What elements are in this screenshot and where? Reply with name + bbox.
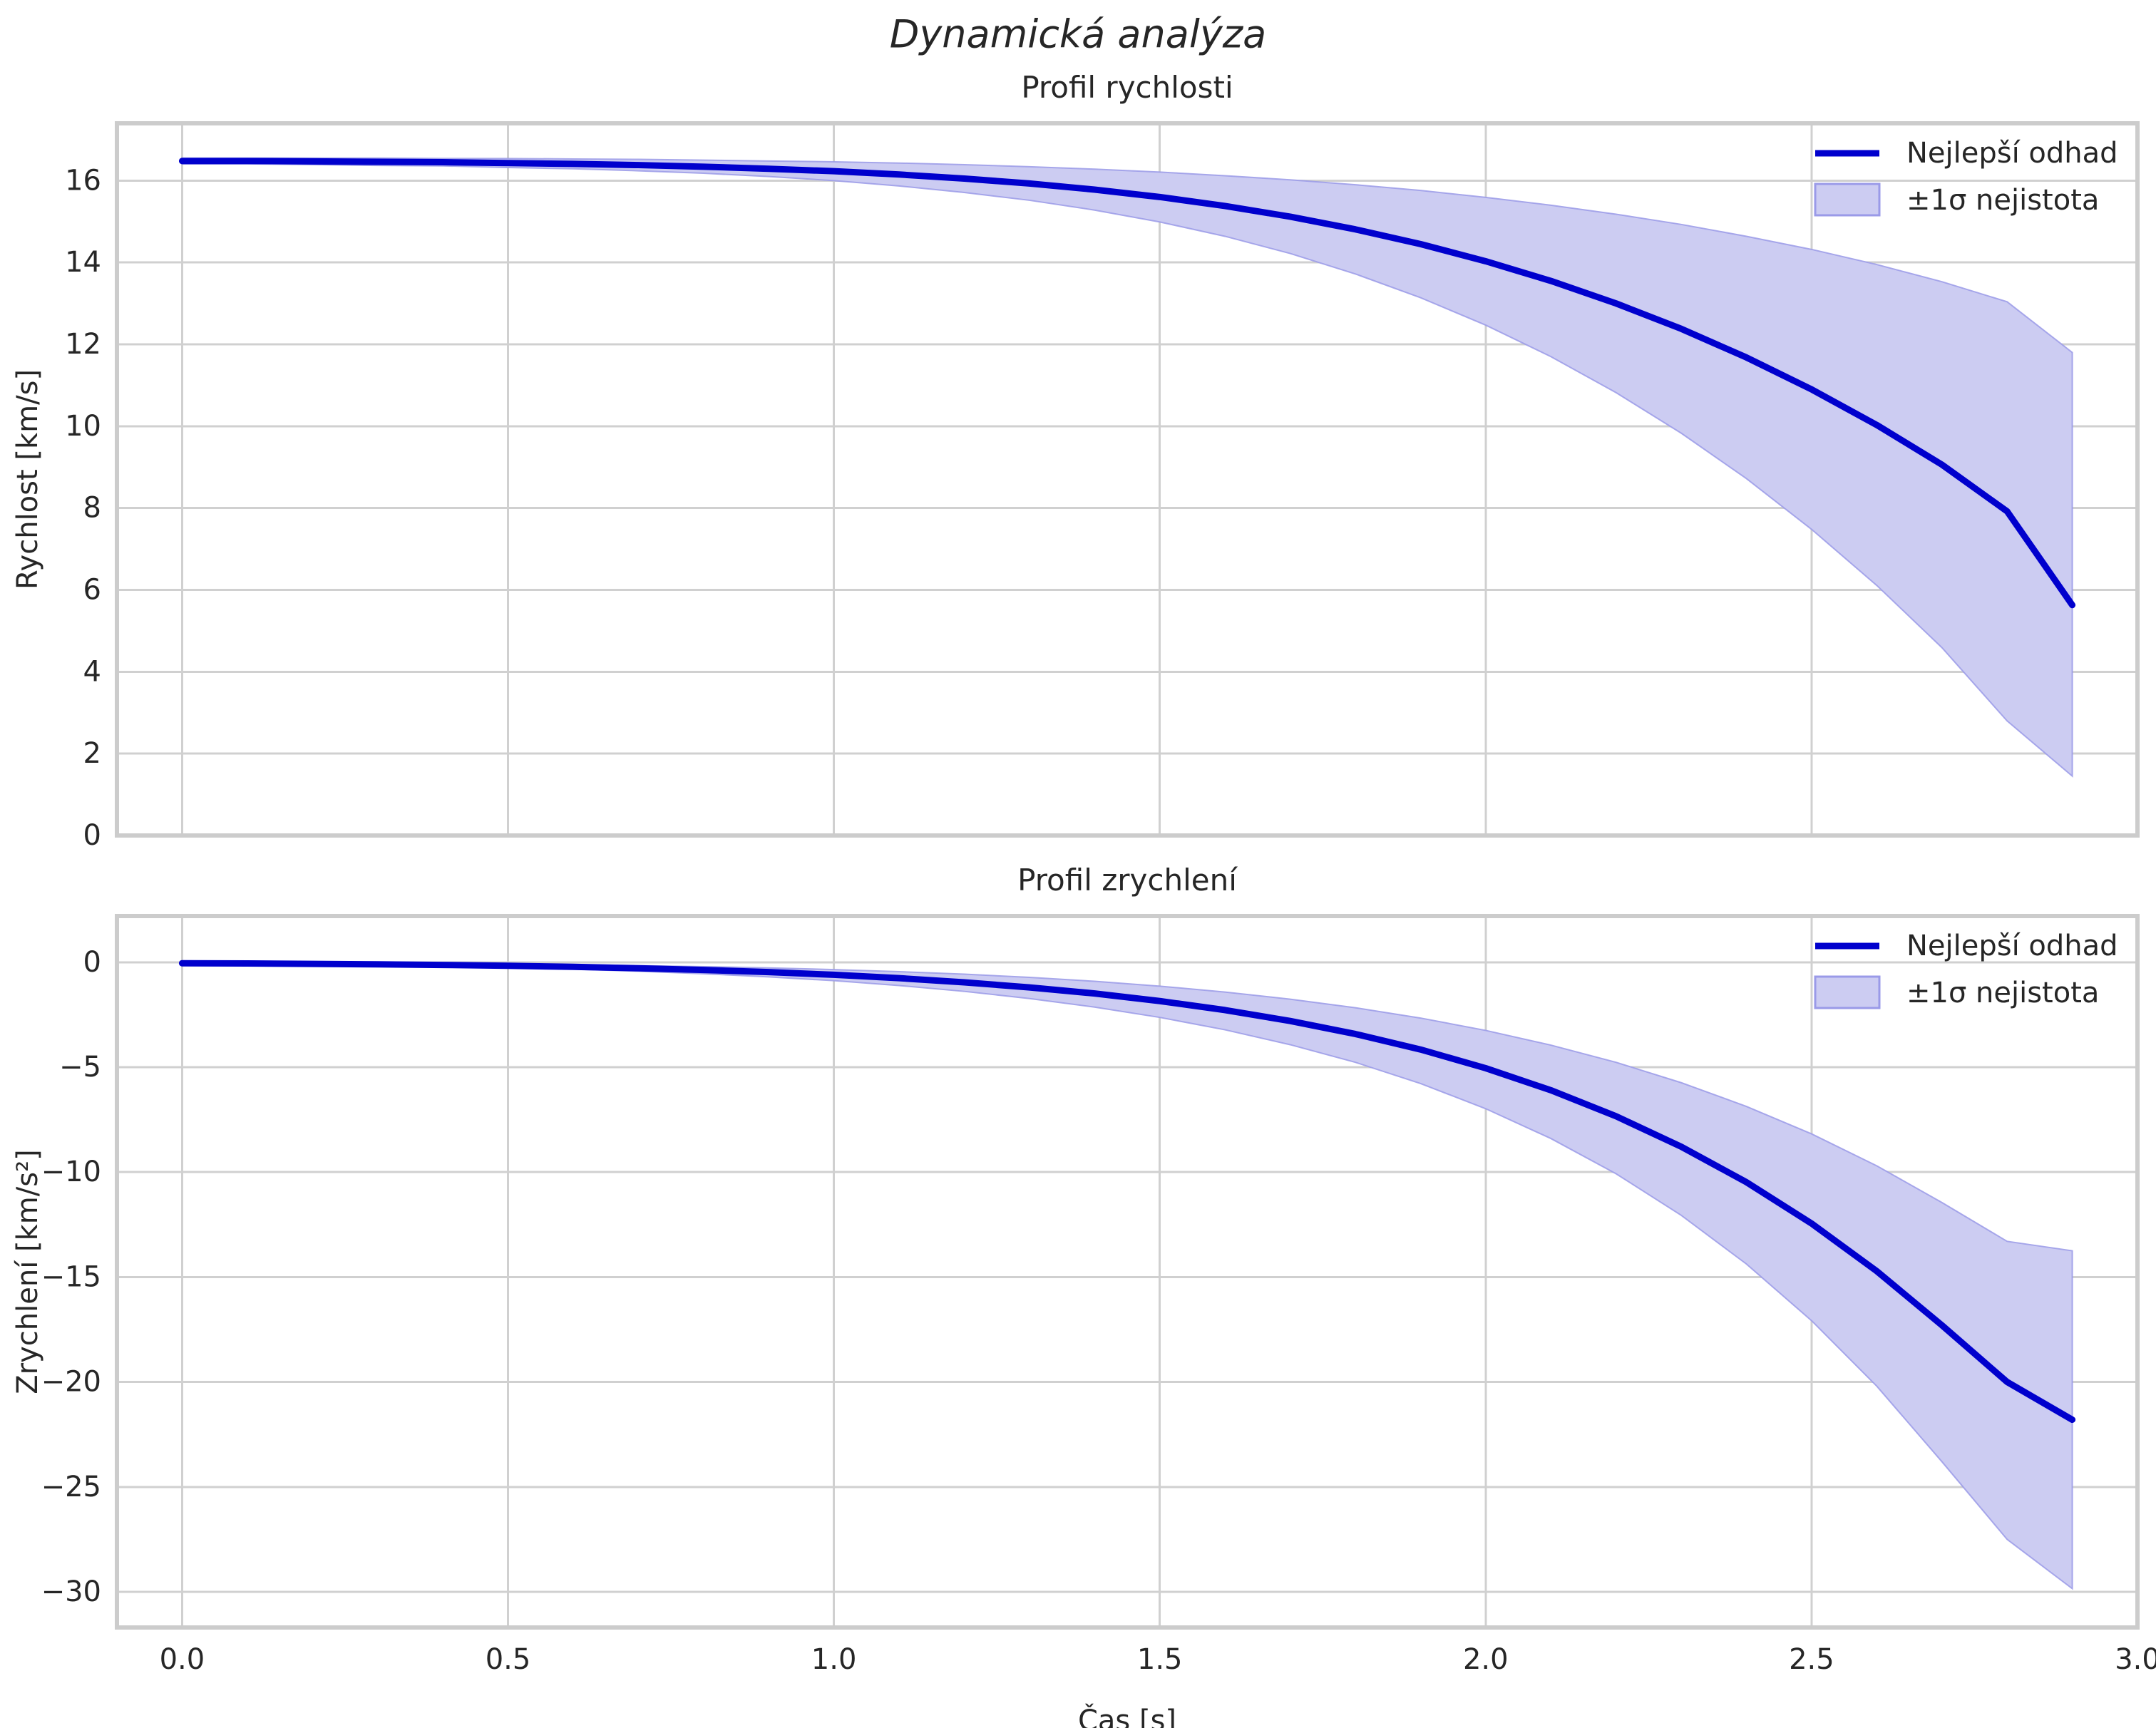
acceleration-axes-frame bbox=[115, 914, 2140, 1630]
y-tick-label: 4 bbox=[83, 655, 101, 688]
y-tick-label: 0 bbox=[83, 819, 101, 852]
y-tick-label: 16 bbox=[65, 164, 101, 197]
acceleration-subplot-title: Profil zrychlení bbox=[1017, 863, 1238, 898]
y-tick-label: −15 bbox=[41, 1260, 101, 1293]
y-tick-label: 2 bbox=[83, 737, 101, 770]
figure-suptitle: Dynamická analýza bbox=[890, 12, 1266, 57]
legend-band-swatch bbox=[1814, 182, 1881, 217]
x-tick-label: 2.0 bbox=[1463, 1643, 1509, 1676]
legend-band-swatch bbox=[1814, 975, 1881, 1009]
x-tick-label: 0.5 bbox=[486, 1643, 531, 1676]
y-tick-label: 14 bbox=[65, 246, 101, 279]
x-tick-label: 2.5 bbox=[1789, 1643, 1834, 1676]
velocity-subplot-title: Profil rychlosti bbox=[1021, 70, 1233, 105]
legend-label-uncertainty: ±1σ nejistota bbox=[1906, 977, 2099, 1009]
acceleration-y-axis-label: Zrychlení [km/s²] bbox=[11, 1149, 44, 1394]
velocity-legend: Nejlepší odhad ±1σ nejistota bbox=[1814, 137, 2118, 217]
y-tick-label: 12 bbox=[65, 328, 101, 361]
acceleration-subplot: Profil zrychlení 0 −5 −10 −15 −20 −25 −30 0.0 0.5… bbox=[11, 863, 2156, 1728]
x-tick-label: 3.0 bbox=[2115, 1643, 2156, 1676]
y-tick-label: 6 bbox=[83, 574, 101, 607]
acceleration-legend: Nejlepší odhad ±1σ nejistota bbox=[1814, 930, 2118, 1009]
x-tick-label: 0.0 bbox=[160, 1643, 205, 1676]
y-tick-label: −10 bbox=[41, 1156, 101, 1188]
velocity-y-axis-label: Rychlost [km/s] bbox=[11, 369, 44, 590]
y-tick-label: −30 bbox=[41, 1575, 101, 1608]
velocity-axes-frame bbox=[115, 121, 2140, 838]
velocity-best-estimate-line bbox=[178, 158, 2076, 609]
y-tick-label: 0 bbox=[83, 946, 101, 979]
acceleration-x-axis-label: Čas [s] bbox=[1078, 1703, 1176, 1728]
acceleration-uncertainty-band bbox=[181, 962, 2073, 1590]
y-tick-label: 10 bbox=[65, 410, 101, 443]
legend-label-best-estimate: Nejlepší odhad bbox=[1906, 137, 2118, 170]
y-tick-label: −25 bbox=[41, 1471, 101, 1503]
y-tick-label: −5 bbox=[59, 1051, 101, 1084]
legend-label-uncertainty: ±1σ nejistota bbox=[1906, 184, 2099, 217]
y-tick-label: −20 bbox=[41, 1366, 101, 1399]
x-tick-label: 1.5 bbox=[1137, 1643, 1183, 1676]
acceleration-best-estimate-line bbox=[178, 960, 2076, 1424]
y-tick-label: 8 bbox=[83, 492, 101, 525]
x-tick-label: 1.0 bbox=[811, 1643, 857, 1676]
velocity-subplot: Profil rychlosti 0 2 4 6 8 10 12 14 16 Rychlost [k… bbox=[11, 70, 2140, 852]
velocity-uncertainty-band bbox=[181, 157, 2073, 778]
legend-label-best-estimate: Nejlepší odhad bbox=[1906, 930, 2118, 962]
